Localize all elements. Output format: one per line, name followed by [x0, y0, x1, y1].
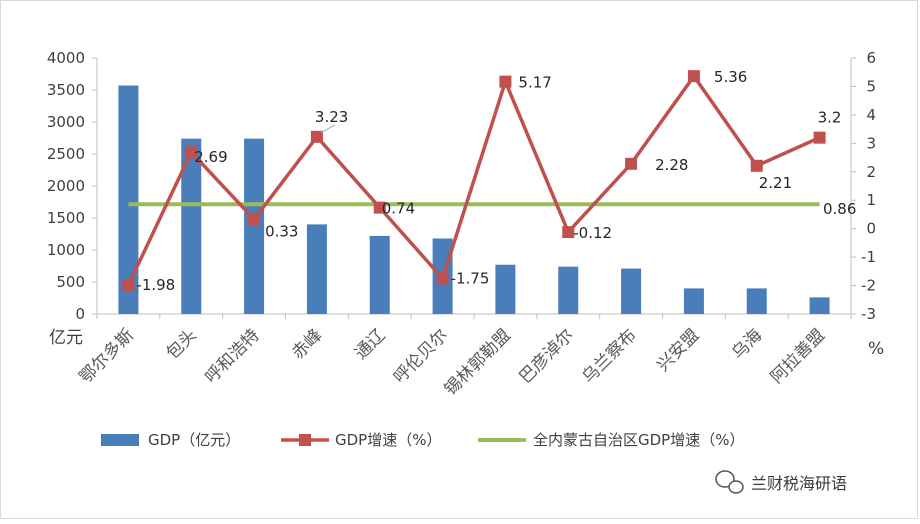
- legend-label-growth: GDP增速（%）: [335, 431, 441, 449]
- growth-marker: [373, 201, 386, 214]
- right-tick-label: -1: [861, 248, 876, 266]
- gdp-bar: [118, 85, 139, 315]
- growth-marker: [625, 157, 638, 170]
- growth-line: [126, 74, 821, 286]
- growth-data-label: 2.69: [194, 148, 227, 166]
- category-label: 兴安盟: [653, 325, 703, 375]
- left-tick-label: 1000: [47, 241, 85, 259]
- left-tick-label: 1500: [47, 209, 85, 227]
- right-tick-label: 5: [866, 77, 876, 95]
- growth-data-label: 0.74: [382, 200, 415, 218]
- left-tick-label: 4000: [47, 49, 85, 67]
- growth-marker: [813, 131, 826, 144]
- growth-data-label: 5.17: [518, 74, 551, 92]
- gdp-bar: [683, 288, 704, 314]
- growth-marker: [750, 159, 763, 172]
- left-axis-unit: 亿元: [49, 328, 83, 348]
- right-tick-label: 0: [866, 220, 876, 238]
- gdp-bar: [244, 138, 265, 314]
- growth-data-label: 3.23: [315, 108, 348, 126]
- growth-data-label: 5.36: [714, 68, 747, 86]
- wechat-icon-bubble: [728, 480, 744, 494]
- gdp-bar: [306, 224, 327, 314]
- growth-marker: [499, 75, 512, 88]
- left-tick-label: 2500: [47, 145, 85, 163]
- growth-marker: [185, 146, 198, 159]
- category-label: 阿拉善盟: [767, 325, 829, 387]
- left-tick-label: 0: [75, 305, 85, 323]
- right-tick-label: -3: [861, 305, 876, 323]
- gdp-bar: [181, 138, 202, 314]
- right-tick-label: 3: [866, 134, 876, 152]
- left-tick-label: 3500: [47, 81, 85, 99]
- label-leader-line: [320, 124, 336, 134]
- gdp-bar: [621, 268, 642, 314]
- legend-label-gdp: GDP（亿元）: [148, 431, 240, 449]
- growth-marker: [122, 278, 135, 291]
- growth-data-label: 0.33: [265, 222, 298, 240]
- growth-data-label: 2.21: [759, 174, 792, 192]
- right-axis-unit: %: [868, 339, 884, 359]
- category-label: 乌海: [728, 325, 766, 363]
- right-tick-label: 1: [866, 191, 876, 209]
- growth-data-label: 2.28: [655, 156, 688, 174]
- category-label: 赤峰: [288, 325, 326, 363]
- growth-data-label: -1.75: [451, 269, 490, 287]
- growth-data-label: -1.98: [136, 276, 175, 294]
- left-tick-label: 500: [56, 273, 85, 291]
- watermark-text: 兰财税海研语: [751, 474, 847, 493]
- growth-marker: [248, 213, 261, 226]
- gdp-bar: [369, 235, 390, 314]
- legend-marker-growth: [299, 434, 311, 446]
- left-tick-label: 2000: [47, 177, 85, 195]
- category-label: 通辽: [351, 325, 389, 363]
- gdp-bar: [809, 297, 830, 314]
- legend-label-region: 全内蒙古自治区GDP增速（%）: [533, 431, 744, 449]
- growth-marker: [562, 226, 575, 239]
- wechat-icon: [715, 470, 735, 488]
- right-tick-label: 6: [866, 49, 876, 67]
- gdp-bar: [495, 264, 516, 314]
- category-label: 呼和浩特: [201, 325, 263, 387]
- region-growth-label: 0.86: [823, 200, 856, 218]
- category-label: 巴彦淖尔: [516, 325, 578, 387]
- category-label: 呼伦贝尔: [390, 325, 452, 387]
- left-tick-label: 3000: [47, 113, 85, 131]
- growth-marker: [310, 130, 323, 143]
- category-label: 鄂尔多斯: [76, 325, 138, 387]
- growth-data-label: -0.12: [573, 224, 612, 242]
- category-label: 乌兰察布: [578, 325, 640, 387]
- right-tick-label: -2: [861, 277, 876, 295]
- growth-marker: [687, 70, 700, 83]
- category-label: 锡林郭勒盟: [441, 325, 515, 399]
- gdp-bar: [558, 266, 579, 314]
- right-tick-label: 4: [866, 106, 876, 124]
- category-label: 包头: [163, 325, 201, 363]
- growth-data-label: 3.2: [818, 109, 842, 127]
- gdp-bar: [746, 288, 767, 314]
- right-tick-label: 2: [866, 163, 876, 181]
- legend-swatch-gdp: [101, 434, 139, 446]
- growth-marker: [436, 272, 449, 285]
